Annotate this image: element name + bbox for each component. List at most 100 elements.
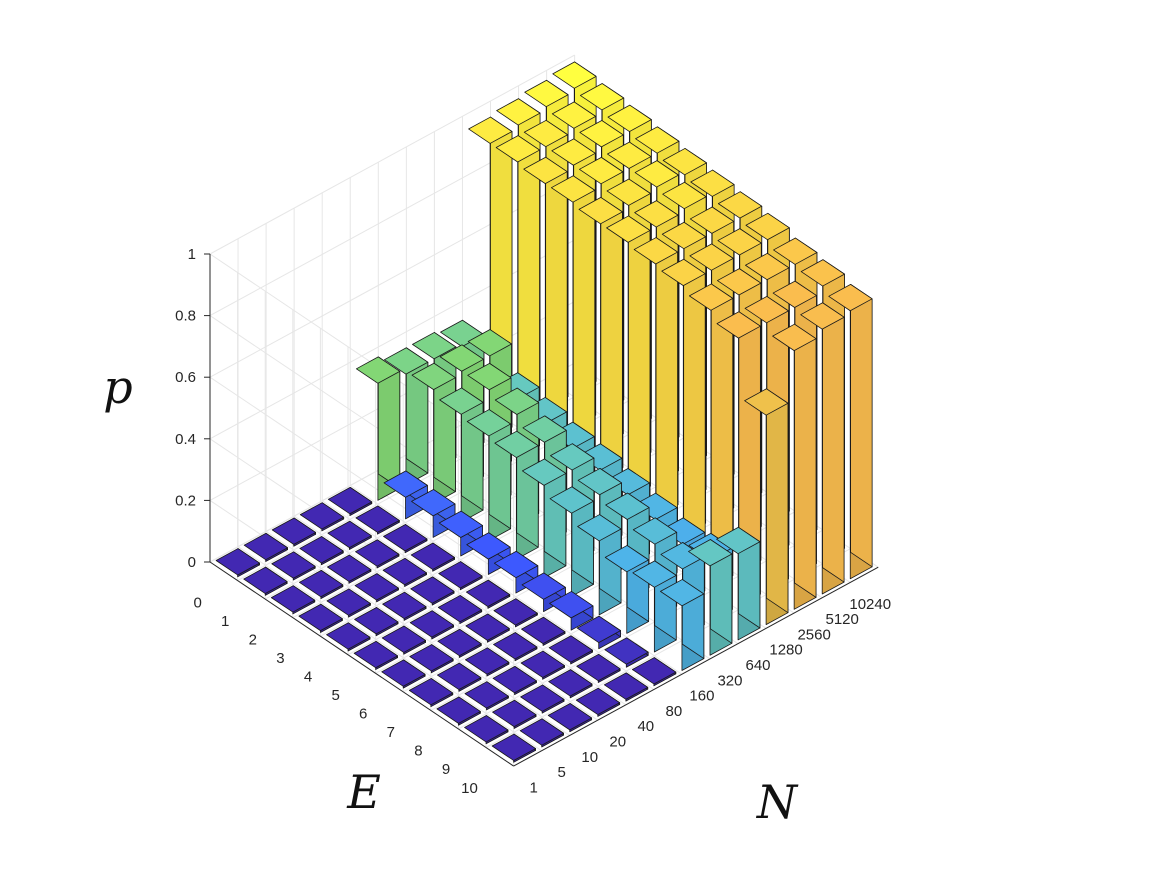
bar-N1-E2: [270, 585, 316, 615]
bar-N40-E1: [355, 505, 400, 535]
grid-line-z-back: [209, 239, 575, 440]
bar-face-top: [550, 175, 596, 203]
bar-N10-E0: [271, 517, 317, 547]
bar-face-top: [243, 532, 288, 561]
bar-N5-E4: [354, 607, 399, 637]
bar-N40-E4: [438, 561, 483, 591]
bar-face-top: [607, 104, 652, 132]
bar-N20-E8: [520, 650, 565, 680]
bar-N320-E10: [688, 539, 733, 656]
bar-face-top: [660, 579, 705, 607]
bar-face-top: [298, 603, 343, 632]
bar-face-top: [271, 517, 317, 545]
bar-N80-E3: [438, 510, 483, 557]
bar-N40-E3: [410, 542, 455, 572]
bar-face-top: [521, 616, 566, 645]
bar-face-top: [438, 561, 483, 589]
bar-N5-E0: [243, 532, 288, 562]
bar-face-top: [326, 588, 371, 616]
bar-face-top: [492, 699, 537, 728]
bar-face-top: [745, 212, 790, 241]
grid-line-z-back: [209, 54, 575, 255]
bar-face-top: [355, 356, 401, 384]
bar-N20-E5: [437, 595, 483, 625]
bar-face-top: [548, 669, 593, 697]
bar-N5-E3: [326, 588, 371, 618]
bar-face-top: [437, 628, 482, 657]
bar-face-top: [381, 659, 426, 687]
bar-N20-E3: [382, 557, 427, 587]
bar-face-top: [634, 160, 679, 188]
bar-N80-E6: [521, 572, 566, 613]
bar-face-top: [605, 492, 650, 520]
bar-face-top: [717, 268, 762, 296]
bar-face-top: [495, 135, 540, 163]
bar-face-top: [410, 542, 455, 570]
bar-N5-E5: [381, 625, 426, 655]
bar-face-top: [299, 536, 344, 564]
x-tick-label: 160: [689, 688, 714, 705]
grid-line-floor-e: [347, 455, 713, 656]
bar-face-top: [604, 637, 649, 665]
bar-face-top: [632, 560, 677, 588]
bar-face-top: [745, 252, 790, 281]
bar-face-top: [382, 591, 427, 619]
bar-face-top: [577, 514, 622, 542]
bar-N5-E10: [519, 718, 564, 748]
bar-face-top: [548, 635, 593, 663]
x-tick-label: 10240: [849, 596, 891, 613]
bar-face-top: [493, 632, 538, 660]
bar-N10-E6: [437, 628, 482, 658]
grid-line-floor-n: [293, 515, 599, 721]
bar-face-top: [633, 237, 678, 265]
bar-face-top: [772, 280, 817, 308]
bar-face-top: [494, 387, 540, 415]
bar-face-top: [828, 283, 873, 312]
y-tick-label: 1: [221, 613, 229, 630]
x-tick-label: 5120: [825, 611, 858, 628]
y-tick-label: 0: [193, 594, 201, 611]
y-tick-label: 4: [304, 668, 312, 685]
bar-face-top: [354, 573, 399, 601]
x-tick-label: 1: [529, 779, 537, 796]
bar-face-top: [412, 332, 457, 360]
bar-face-top: [631, 657, 677, 685]
bar-N1280-E5: [606, 215, 651, 533]
bar-face-top: [468, 116, 513, 144]
bar-face-top: [355, 505, 400, 533]
bar-face-top: [270, 585, 316, 613]
bar-N80-E10: [631, 657, 677, 687]
bar-N20-E2: [355, 539, 400, 569]
bar-face-top: [327, 486, 373, 515]
y-tick-label: 3: [276, 650, 284, 667]
bar-N40-E9: [576, 653, 621, 683]
bar-N160-E7: [577, 514, 622, 616]
x-tick-label: 80: [666, 703, 683, 720]
z-tick-label: 0.2: [175, 492, 196, 509]
bar-face-side: [850, 283, 873, 568]
bar-face-top: [326, 622, 371, 650]
x-tick-label: 20: [609, 734, 626, 751]
bar-N160-E6: [549, 486, 594, 597]
bar-face-top: [437, 595, 483, 623]
bar-N160-E1: [411, 362, 456, 504]
bar-face-top: [606, 178, 651, 206]
bar-face-top: [353, 640, 398, 669]
y-tick-label: 9: [442, 761, 450, 778]
bar-N1-E10: [491, 733, 536, 763]
x-tick-label: 10: [581, 749, 598, 766]
bar-face-top: [383, 470, 428, 498]
bar-N1280-E3: [550, 175, 596, 496]
bar-N20-E10: [575, 687, 621, 717]
bar-N160-E10: [660, 579, 705, 671]
bar-face-top: [522, 415, 567, 443]
bar-N5-E1: [271, 551, 316, 581]
y-tick-label: 10: [461, 780, 478, 797]
bar-N80-E0: [355, 356, 401, 501]
bar-N40-E7: [521, 616, 566, 646]
bar-N1280-E2: [523, 156, 568, 477]
bar-face-top: [271, 551, 316, 579]
bar-face-top: [299, 502, 345, 530]
